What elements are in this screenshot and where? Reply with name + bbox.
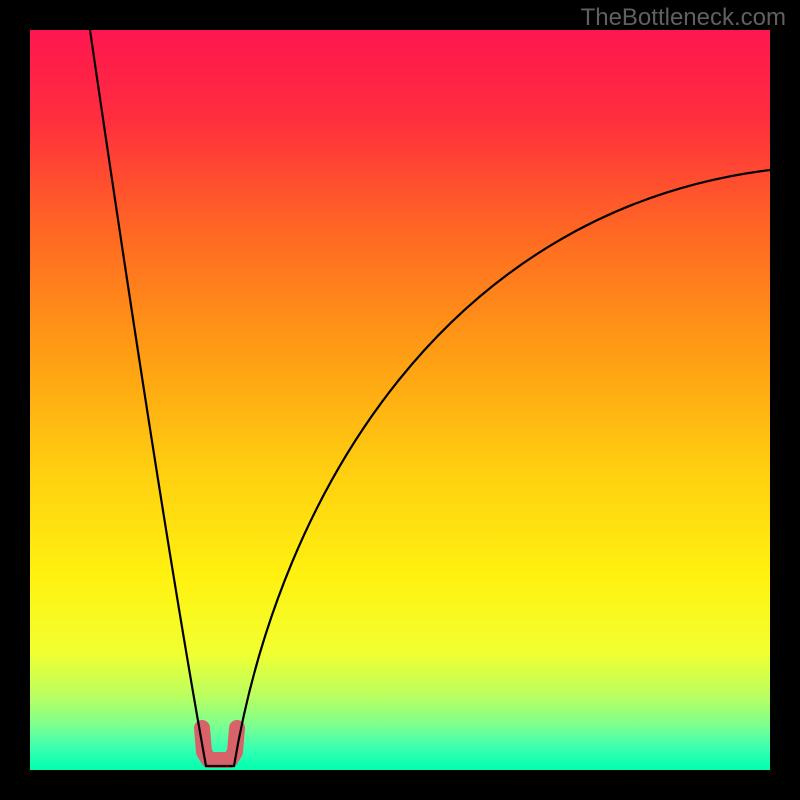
watermark-text: TheBottleneck.com — [581, 4, 786, 32]
trough-marker — [202, 728, 237, 760]
bottleneck-curve — [90, 30, 770, 766]
chart-svg — [30, 30, 770, 770]
chart-frame: TheBottleneck.com — [0, 0, 800, 800]
